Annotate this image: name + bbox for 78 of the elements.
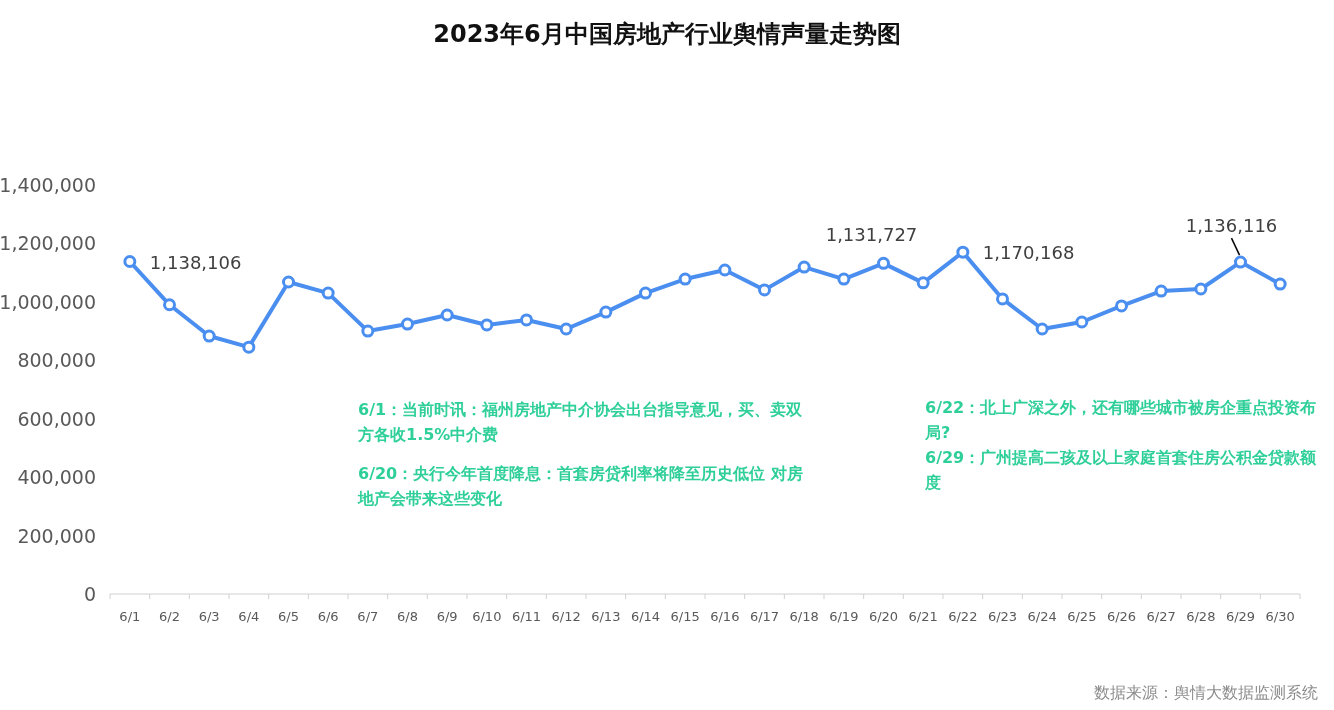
chart-title: 2023年6月中国房地产行业舆情声量走势图 — [433, 20, 901, 48]
x-tick-label: 6/24 — [1027, 609, 1057, 624]
point — [480, 318, 494, 332]
x-tick-label: 6/23 — [987, 609, 1018, 624]
point — [1035, 322, 1049, 336]
data-label: 1,136,116 — [1185, 215, 1278, 237]
x-tick-label: 6/10 — [472, 609, 502, 624]
x-tick-label: 6/19 — [829, 609, 859, 624]
point — [1115, 299, 1128, 313]
point — [956, 245, 970, 259]
x-tick-label: 6/28 — [1186, 609, 1216, 624]
point — [599, 305, 613, 319]
x-tick-label: 6/14 — [630, 609, 661, 624]
point — [996, 292, 1009, 306]
point — [877, 256, 890, 270]
y-tick-label: 400,000 — [17, 466, 96, 489]
data-label: 1,138,106 — [149, 251, 242, 273]
point — [1154, 284, 1168, 298]
x-tick-label: 6/25 — [1067, 609, 1097, 624]
point — [559, 322, 573, 336]
point — [321, 286, 335, 300]
x-tick-label: 6/20 — [868, 609, 899, 624]
point — [202, 329, 216, 343]
point — [401, 317, 414, 331]
data-label: 1,170,168 — [982, 242, 1075, 264]
x-tick-label: 6/22 — [948, 609, 978, 624]
annotation: 6/1：当前时讯：福州房地产中介协会出台指导意见，买、卖双方各收1.5%中介费 — [358, 399, 803, 446]
x-tick-label: 6/17 — [749, 609, 780, 624]
x-tick-label: 6/15 — [670, 609, 700, 624]
x-tick-label: 6/1 — [119, 609, 141, 624]
annotation: 6/22：北上广深之外，还有哪些城市被房企重点投资布局? — [925, 397, 1318, 444]
y-tick-label: 800,000 — [17, 349, 96, 372]
x-tick-label: 6/21 — [908, 609, 938, 624]
point — [678, 272, 692, 286]
x-tick-label: 6/6 — [317, 609, 339, 624]
point — [123, 255, 137, 269]
y-tick-label: 0 — [83, 583, 96, 605]
x-tick-label: 6/3 — [198, 609, 220, 624]
point — [440, 308, 454, 322]
y-tick-label: 1,200,000 — [0, 232, 96, 255]
x-tick-label: 6/13 — [591, 609, 621, 624]
x-tick-label: 6/26 — [1106, 609, 1137, 624]
y-tick-label: 1,400,000 — [0, 174, 96, 196]
point — [639, 286, 652, 300]
point — [242, 340, 256, 354]
point — [520, 313, 533, 327]
point — [797, 260, 811, 274]
annotation: 6/20：央行今年首度降息：首套房贷利率将降至历史低位 对房地产会带来这些变化 — [358, 463, 803, 510]
x-tick-label: 6/29 — [1225, 609, 1256, 624]
x-tick-label: 6/11 — [511, 609, 542, 624]
y-tick-label: 600,000 — [17, 407, 96, 430]
point — [916, 276, 930, 290]
x-tick-label: 6/27 — [1146, 609, 1176, 624]
x-tick-label: 6/18 — [789, 609, 819, 624]
point — [1194, 282, 1208, 296]
point — [1273, 277, 1287, 291]
point — [361, 324, 375, 338]
y-tick-label: 1,000,000 — [0, 290, 96, 313]
data-label: 1,131,727 — [825, 224, 918, 246]
x-tick-label: 6/4 — [238, 609, 260, 624]
x-tick-label: 6/30 — [1265, 609, 1295, 624]
point — [718, 263, 732, 277]
source-note: 数据来源：舆情大数据监测系统 — [1094, 683, 1318, 702]
x-tick-label: 6/2 — [159, 609, 180, 624]
point — [1075, 315, 1089, 329]
point — [837, 272, 851, 286]
x-tick-label: 6/9 — [436, 609, 458, 624]
annotation: 6/29：广州提高二孩及以上家庭首套住房公积金贷款额度 — [925, 447, 1318, 494]
point — [163, 298, 176, 312]
point — [758, 283, 771, 297]
x-tick-label: 6/12 — [551, 609, 581, 624]
x-tick-label: 6/8 — [397, 609, 418, 624]
point — [1234, 255, 1247, 269]
x-tick-label: 6/5 — [278, 609, 299, 624]
x-tick-label: 6/16 — [710, 609, 740, 624]
point — [282, 275, 295, 289]
x-tick-label: 6/7 — [357, 609, 379, 624]
y-tick-label: 200,000 — [17, 524, 96, 547]
